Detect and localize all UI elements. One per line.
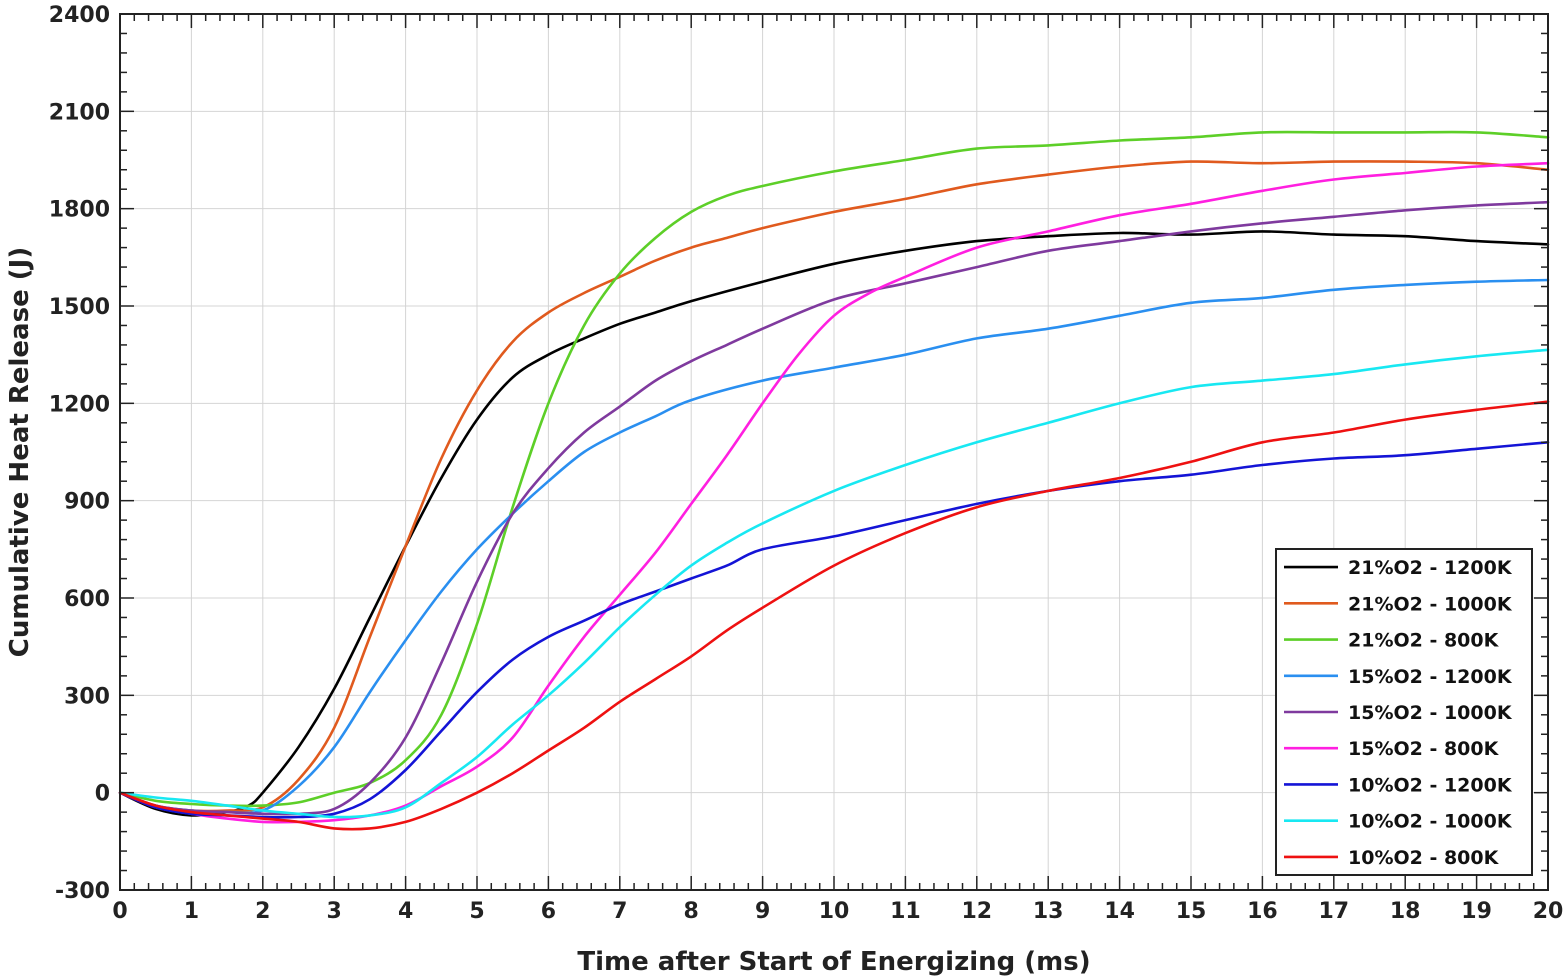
x-tick-label: 13 — [1033, 899, 1064, 924]
x-tick-label: 19 — [1461, 899, 1492, 924]
series-line — [118, 348, 1550, 819]
legend-entry: 10%O2 - 800K — [1348, 847, 1500, 869]
series-line — [118, 278, 1550, 815]
y-tick-label: 300 — [64, 684, 110, 709]
x-tick-label: 14 — [1104, 899, 1135, 924]
legend-entry: 21%O2 - 1200K — [1348, 557, 1513, 579]
x-tick-label: 2 — [255, 899, 270, 924]
y-tick-labels: -300 0 300 600 900 1200 1500 1800 2100 2400 — [49, 3, 110, 904]
x-tick-label: 7 — [612, 899, 627, 924]
x-tick-label: 8 — [684, 899, 699, 924]
legend: 21%O2 - 1200K 21%O2 - 1000K 21%O2 - 800K 15… — [1275, 548, 1533, 876]
x-tick-label: 18 — [1390, 899, 1421, 924]
legend-entry: 15%O2 - 1200K — [1348, 666, 1513, 688]
legend-entry: 15%O2 - 800K — [1348, 738, 1500, 760]
x-tick-label: 12 — [961, 899, 992, 924]
y-tick-label: -300 — [55, 879, 110, 904]
legend-entry: 10%O2 - 1000K — [1348, 811, 1513, 833]
series-line — [118, 230, 1550, 817]
x-tick-label: 20 — [1533, 899, 1564, 924]
y-tick-label: 600 — [64, 587, 110, 612]
series-line — [118, 160, 1550, 813]
x-tick-label: 6 — [541, 899, 556, 924]
legend-entry: 21%O2 - 1000K — [1348, 593, 1513, 615]
x-axis-title: Time after Start of Energizing (ms) — [577, 947, 1090, 977]
x-tick-labels: 0 1 2 3 4 5 6 7 8 9 10 11 12 13 14 15 16 17 18 19 20 — [112, 899, 1563, 924]
legend-entry: 21%O2 - 800K — [1348, 630, 1500, 652]
x-tick-label: 15 — [1176, 899, 1207, 924]
y-tick-label: 900 — [64, 490, 110, 515]
x-tick-label: 3 — [327, 899, 342, 924]
y-tick-label: 2400 — [49, 3, 110, 28]
legend-entry: 15%O2 - 1000K — [1348, 702, 1513, 724]
y-tick-label: 1200 — [49, 392, 110, 417]
series-line — [118, 161, 1550, 824]
x-tick-label: 1 — [184, 899, 199, 924]
plot-series — [118, 130, 1550, 831]
x-tick-label: 11 — [890, 899, 921, 924]
x-tick-label: 9 — [755, 899, 770, 924]
y-axis-title: Cumulative Heat Release (J) — [5, 247, 35, 657]
legend-entry: 10%O2 - 1200K — [1348, 774, 1513, 796]
x-tick-label: 16 — [1247, 899, 1278, 924]
x-tick-label: 5 — [469, 899, 484, 924]
series-line — [118, 130, 1550, 808]
series-line — [118, 400, 1550, 831]
series-line — [118, 441, 1550, 819]
y-tick-label: 1500 — [49, 295, 110, 320]
x-tick-label: 0 — [112, 899, 127, 924]
x-tick-label: 10 — [819, 899, 850, 924]
y-tick-label: 1800 — [49, 198, 110, 223]
x-tick-label: 4 — [398, 899, 413, 924]
x-tick-label: 17 — [1318, 899, 1349, 924]
y-tick-label: 2100 — [49, 100, 110, 125]
axis-ticks — [119, 13, 1549, 891]
y-tick-label: 0 — [95, 782, 110, 807]
